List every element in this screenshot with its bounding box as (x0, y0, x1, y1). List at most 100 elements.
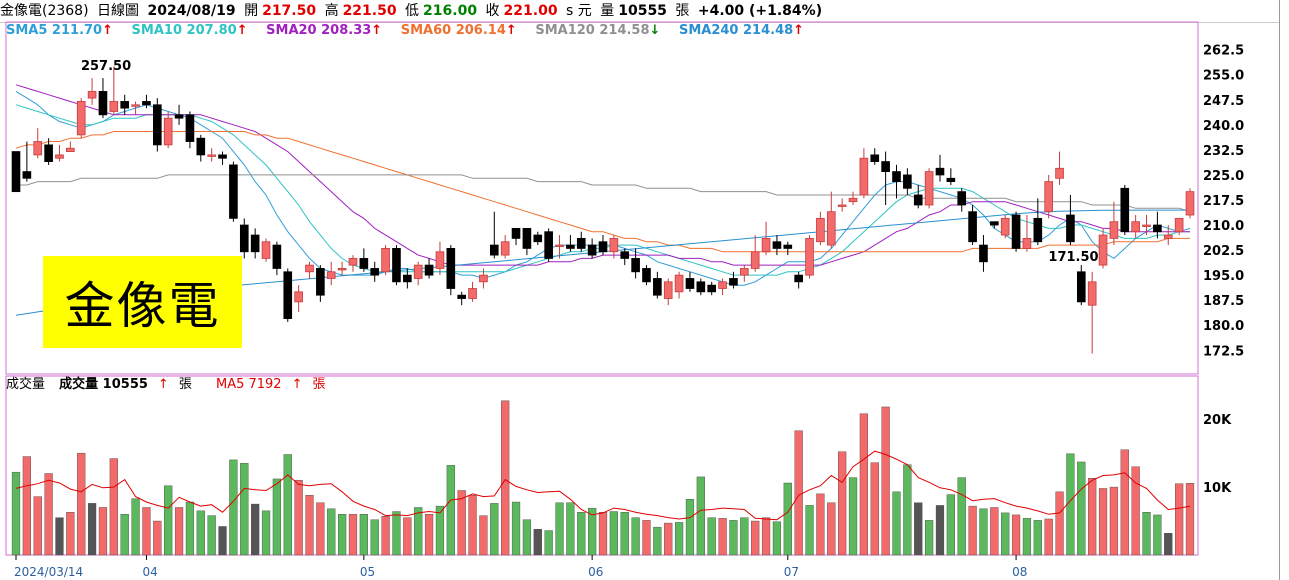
volume-bar (968, 505, 977, 556)
volume-bar (22, 456, 31, 556)
sma20-legend[interactable]: SMA20 208.33↑ (266, 23, 382, 38)
volume-value: 10555 (618, 3, 667, 19)
sma60-line (15, 131, 1190, 253)
candle-body (946, 177, 956, 183)
candle-body (120, 101, 130, 109)
candle-body (424, 264, 434, 276)
candle-body (1174, 217, 1184, 233)
volume-ma5-line (15, 450, 1191, 521)
x-tick-label: 07 (784, 565, 799, 579)
volume-bar (1022, 518, 1032, 556)
candle-body (805, 237, 814, 276)
candle-body (174, 114, 184, 119)
y-tick-label: 255.0 (1203, 69, 1244, 84)
candle-body (761, 237, 771, 253)
sma60-label: SMA60 206.14 (400, 23, 506, 38)
volume-bar (696, 476, 705, 556)
volume-bar (859, 413, 869, 556)
volume-bar (598, 512, 608, 556)
x-tick-label: 05 (360, 565, 375, 579)
volume-bar (1164, 533, 1173, 556)
volume-bar (935, 505, 945, 556)
candle-body (913, 194, 923, 206)
volume-bar (761, 517, 771, 556)
y-tick-label: 217.5 (1203, 194, 1244, 209)
volume-bar (653, 526, 662, 556)
candle-body (250, 234, 260, 253)
volume-bar (707, 517, 716, 556)
candle-body (261, 241, 271, 259)
volume-bar (185, 501, 195, 556)
candle-body (533, 234, 543, 243)
candle-body (1087, 281, 1097, 306)
candle-body (555, 244, 564, 247)
volume-bar (468, 495, 477, 556)
volume-bar (44, 473, 53, 556)
volume-bar (392, 511, 401, 556)
candle-body (1142, 224, 1151, 227)
sma20-label: SMA20 208.33 (266, 23, 372, 38)
candle-body (218, 154, 227, 159)
candle-body (381, 248, 390, 273)
volume-bar (1011, 514, 1021, 556)
volume-bar (229, 459, 238, 556)
sma240-legend[interactable]: SMA240 214.48↑ (679, 23, 804, 38)
sma120-label: SMA120 214.58 (535, 23, 650, 38)
volume-bar (664, 522, 673, 556)
volume-bar (838, 451, 847, 556)
candle-body (990, 221, 999, 226)
candle-body (76, 101, 86, 136)
candle-body (848, 197, 858, 203)
volume-bar (1077, 461, 1086, 556)
volume-legend-arrow: ↑ (157, 377, 169, 392)
volume-bar (794, 430, 803, 556)
volume-bar (501, 400, 510, 556)
volume-bar (1175, 483, 1184, 556)
volume-bar (457, 490, 466, 556)
sma120-line (16, 174, 1191, 213)
candle-body (1120, 187, 1130, 233)
volume-bar (66, 512, 75, 556)
candle-body (892, 171, 901, 183)
candle-body (696, 281, 706, 293)
candle-body (957, 191, 967, 206)
candle-body (685, 278, 695, 289)
volume-bar (403, 517, 412, 556)
volume-bar (98, 507, 108, 556)
volume-bar (316, 502, 325, 556)
y-tick-label: 180.0 (1203, 319, 1244, 334)
candle-body (131, 104, 140, 107)
candle-body (924, 171, 934, 206)
volume-bar (479, 515, 488, 556)
candle-body (576, 237, 586, 249)
volume-bar (1120, 449, 1129, 556)
volume-bar (751, 520, 760, 556)
candle-body (1153, 224, 1162, 233)
candle-body (457, 294, 466, 299)
candle-body (142, 101, 151, 106)
candle-body (413, 264, 423, 279)
volume-bar (511, 501, 521, 556)
sma5-legend[interactable]: SMA5 211.70↑ (6, 23, 113, 38)
candle-body (620, 251, 630, 259)
candle-body (1098, 234, 1108, 266)
candle-body (348, 258, 358, 266)
sma120-legend[interactable]: SMA120 214.58↓ (535, 23, 660, 38)
volume-bar (490, 503, 499, 556)
volume-bar (631, 517, 640, 556)
candle-body (968, 211, 977, 243)
period-label[interactable]: 日線圖 (97, 3, 140, 19)
sma60-legend[interactable]: SMA60 206.14↑ (401, 23, 517, 38)
sma10-legend[interactable]: SMA10 207.80↑ (132, 23, 248, 38)
close-label: 收 (485, 3, 500, 19)
candle-body (1000, 217, 1010, 236)
candle-body (196, 137, 206, 156)
volume-bar (1109, 486, 1119, 556)
sma5-arrow: ↑ (102, 23, 114, 38)
volume-bar (109, 458, 118, 556)
volume-bar (1185, 483, 1195, 556)
volume-bar (55, 517, 64, 556)
candle-body (153, 104, 162, 146)
candle-body (316, 268, 325, 296)
